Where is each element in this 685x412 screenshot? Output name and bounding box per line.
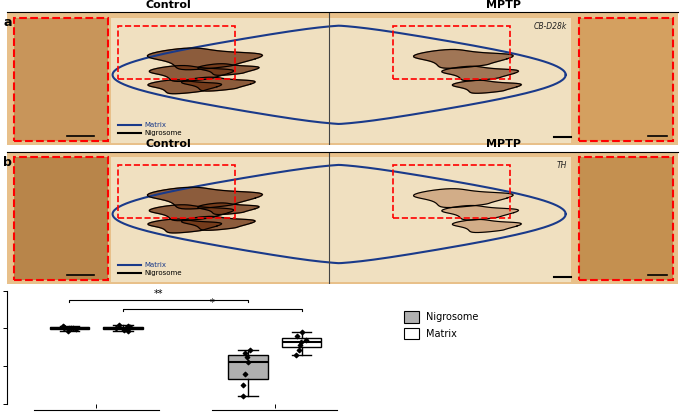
Point [121,325,132,332]
Point [62,328,73,334]
FancyBboxPatch shape [14,18,108,141]
Polygon shape [148,80,221,94]
Polygon shape [198,203,259,215]
Point [240,349,251,356]
PathPatch shape [282,338,321,347]
Text: Matrix: Matrix [145,262,166,267]
Polygon shape [147,187,262,209]
Text: Control: Control [145,139,191,149]
Point [240,370,251,377]
Point [123,328,134,335]
Point [71,326,82,332]
Point [113,322,124,329]
Bar [111,18,571,143]
Polygon shape [452,220,521,232]
Point [297,329,308,335]
Polygon shape [182,216,255,230]
Text: CB-D28k: CB-D28k [534,22,567,30]
PathPatch shape [50,327,89,329]
Text: Matrix: Matrix [145,122,166,128]
Text: Control: Control [145,0,191,10]
Polygon shape [414,49,513,68]
Point [59,324,70,330]
Point [119,327,130,333]
FancyBboxPatch shape [579,18,673,141]
Polygon shape [198,64,259,75]
Polygon shape [147,48,262,70]
Text: MPTP: MPTP [486,0,521,10]
Point [110,324,121,331]
Text: *: * [210,298,214,308]
Point [238,393,249,400]
PathPatch shape [228,355,268,379]
Polygon shape [149,205,234,221]
Text: TH: TH [557,161,567,170]
Polygon shape [149,66,234,82]
Text: a: a [3,16,12,29]
FancyBboxPatch shape [579,157,673,281]
Point [124,324,135,330]
Text: **: ** [154,289,164,299]
Point [58,323,68,330]
Polygon shape [452,80,521,93]
Point [300,337,311,343]
Polygon shape [148,219,221,233]
Text: Nigrosome: Nigrosome [145,130,182,136]
Point [244,346,255,353]
Polygon shape [442,206,519,220]
Legend: Nigrosome, Matrix: Nigrosome, Matrix [400,307,483,343]
Point [293,346,304,353]
Point [238,382,249,388]
Point [294,342,305,348]
Text: MPTP: MPTP [486,139,521,149]
Point [59,324,70,331]
Point [291,351,302,358]
Polygon shape [414,189,513,208]
Point [243,359,254,365]
PathPatch shape [103,327,142,329]
Point [122,323,133,330]
Point [292,332,303,339]
Polygon shape [442,66,519,81]
Polygon shape [182,77,255,91]
FancyBboxPatch shape [14,157,108,281]
Point [242,354,253,360]
Text: b: b [3,156,12,169]
Point [295,339,306,345]
Bar [111,157,571,282]
Text: Nigrosome: Nigrosome [145,269,182,276]
Point [65,325,76,332]
Point [67,325,78,332]
